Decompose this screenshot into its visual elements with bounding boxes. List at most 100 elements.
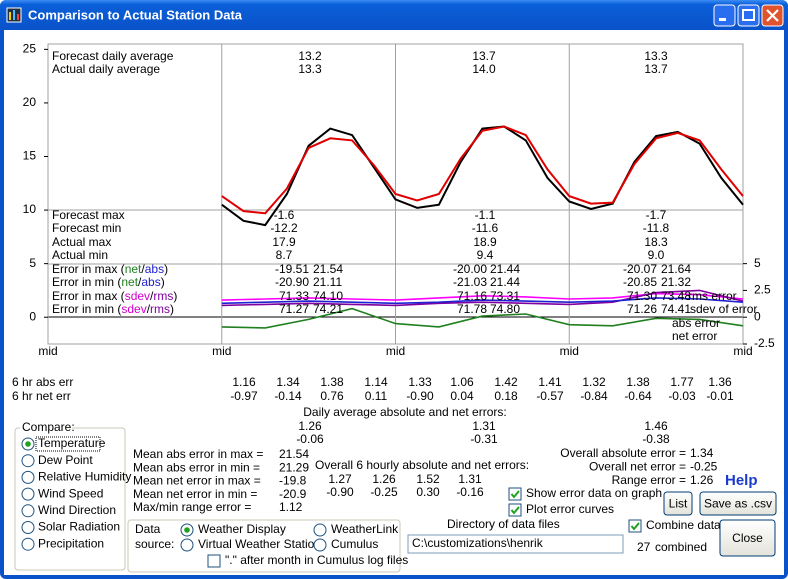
- compare-radio[interactable]: [21, 437, 35, 451]
- series-line: [221, 297, 744, 305]
- row-value: 18.9: [473, 235, 497, 249]
- row-value: -0.90: [406, 389, 434, 403]
- cumulus-checkbox[interactable]: [207, 554, 221, 568]
- series-line: [221, 292, 744, 301]
- source-radio[interactable]: [313, 538, 327, 552]
- button-face: [719, 519, 776, 557]
- row-value: 1.16: [232, 375, 256, 389]
- source-radio[interactable]: [180, 538, 194, 552]
- row-value: 0.11: [365, 389, 388, 403]
- row-value: 73.31: [490, 289, 520, 303]
- label-part: Error in max (: [52, 289, 125, 303]
- row-label: Forecast daily average: [52, 49, 174, 63]
- checkbox-box: [508, 503, 522, 517]
- compare-radio[interactable]: [21, 454, 35, 468]
- label-part: /: [150, 289, 154, 303]
- row-value: 21.64: [661, 262, 691, 276]
- row-value: 18.3: [644, 235, 668, 249]
- label-part: rms: [153, 289, 173, 303]
- help-link[interactable]: Help: [725, 472, 758, 489]
- row-value: 71.27: [279, 302, 309, 316]
- app-icon: [6, 7, 22, 23]
- minimize-button[interactable]: [713, 4, 736, 27]
- legend-entry: net error: [672, 329, 717, 343]
- row-label: Error in min (net/abs): [52, 275, 165, 289]
- checkbox-box: [508, 487, 522, 501]
- stat-value: 21.29: [279, 460, 309, 474]
- legend-entry: abs error: [672, 316, 720, 330]
- source-label: Data: [135, 522, 161, 536]
- checkbox-label: Show error data on graph: [526, 486, 662, 500]
- compare-radio[interactable]: [21, 537, 35, 551]
- close-window-button[interactable]: [761, 4, 784, 27]
- radio-label: Weather Display: [198, 522, 286, 536]
- row-value: 0.18: [494, 389, 518, 403]
- radio-circle: [21, 454, 35, 468]
- overall-label: Overall net error =: [589, 460, 686, 474]
- radio-label: Cumulus: [331, 537, 378, 551]
- row-value: 1.42: [494, 375, 518, 389]
- value: 0.30: [416, 485, 440, 499]
- radio-circle: [313, 538, 327, 552]
- list-button[interactable]: List: [663, 491, 693, 516]
- row-value: 1.32: [582, 375, 606, 389]
- radio-label: WeatherLink: [331, 522, 399, 536]
- checkbox-label: "." after month in Cumulus log files: [225, 553, 408, 567]
- combine-checkbox[interactable]: [628, 519, 642, 533]
- stat-label: Mean net error in min =: [133, 487, 257, 501]
- section-title: Overall 6 hourly absolute and net errors…: [315, 458, 529, 472]
- compare-radio[interactable]: [21, 470, 35, 484]
- row-label: Actual min: [52, 248, 108, 262]
- option-checkbox[interactable]: [508, 487, 522, 501]
- row-value: -0.03: [668, 389, 696, 403]
- source-radio[interactable]: [313, 523, 327, 537]
- radio-label: Solar Radiation: [38, 520, 120, 534]
- option-checkbox[interactable]: [508, 503, 522, 517]
- row-value: -0.97: [230, 389, 258, 403]
- value: 1.52: [416, 472, 440, 486]
- overall-label: Overall absolute error =: [560, 446, 686, 460]
- save-csv-button[interactable]: Save as .csv: [699, 491, 777, 516]
- row-value: -20.00: [453, 262, 487, 276]
- row-value: -21.03: [453, 275, 487, 289]
- path-input[interactable]: [407, 534, 624, 554]
- button-label: List: [669, 497, 688, 511]
- combined-count: 27: [637, 540, 651, 554]
- row-value: 1.38: [626, 375, 650, 389]
- radio-dot: [184, 527, 190, 533]
- series-line: [221, 289, 744, 307]
- compare-radio[interactable]: [21, 521, 35, 534]
- y-tick-label: 25: [23, 42, 37, 56]
- compare-radio[interactable]: [21, 504, 35, 518]
- content: mid mid mid mid mid 0 5 10 15 20 25 -2.5 0 2.5 5 rms er…: [12, 42, 777, 573]
- checkbox-tick: [630, 522, 640, 531]
- group-title-bg: [20, 422, 72, 434]
- radio-circle: [180, 538, 194, 552]
- row-value: -19.51: [275, 262, 309, 276]
- compare-radio[interactable]: [21, 487, 35, 501]
- row-value: 21.44: [490, 262, 520, 276]
- overall-value: -0.25: [690, 460, 718, 474]
- maximize-button[interactable]: [737, 4, 760, 27]
- row-value: 1.36: [708, 375, 732, 389]
- row-value: 13.3: [644, 49, 668, 63]
- row-value: 74.80: [490, 302, 520, 316]
- checkbox-label: Combine data: [646, 518, 721, 532]
- y-tick-label: 0: [29, 309, 36, 323]
- row-value: -0.01: [706, 389, 734, 403]
- row-value: 21.44: [490, 275, 520, 289]
- label-part: net: [121, 275, 138, 289]
- close-button[interactable]: Close: [719, 519, 776, 557]
- legend-entry: sdev of error: [690, 302, 757, 316]
- radio-dot: [25, 441, 31, 447]
- label-part: /: [141, 262, 145, 276]
- row-value: 0.04: [450, 389, 474, 403]
- value: 1.26: [372, 472, 396, 486]
- y2-tick-label: 0: [754, 309, 761, 323]
- label-part: ): [161, 275, 165, 289]
- y2-tick-label: 2.5: [754, 283, 771, 297]
- radio-label: Wind Direction: [38, 503, 116, 517]
- row-value: 71.33: [279, 289, 309, 303]
- source-radio[interactable]: [180, 523, 194, 537]
- x-tick-label: mid: [212, 344, 231, 358]
